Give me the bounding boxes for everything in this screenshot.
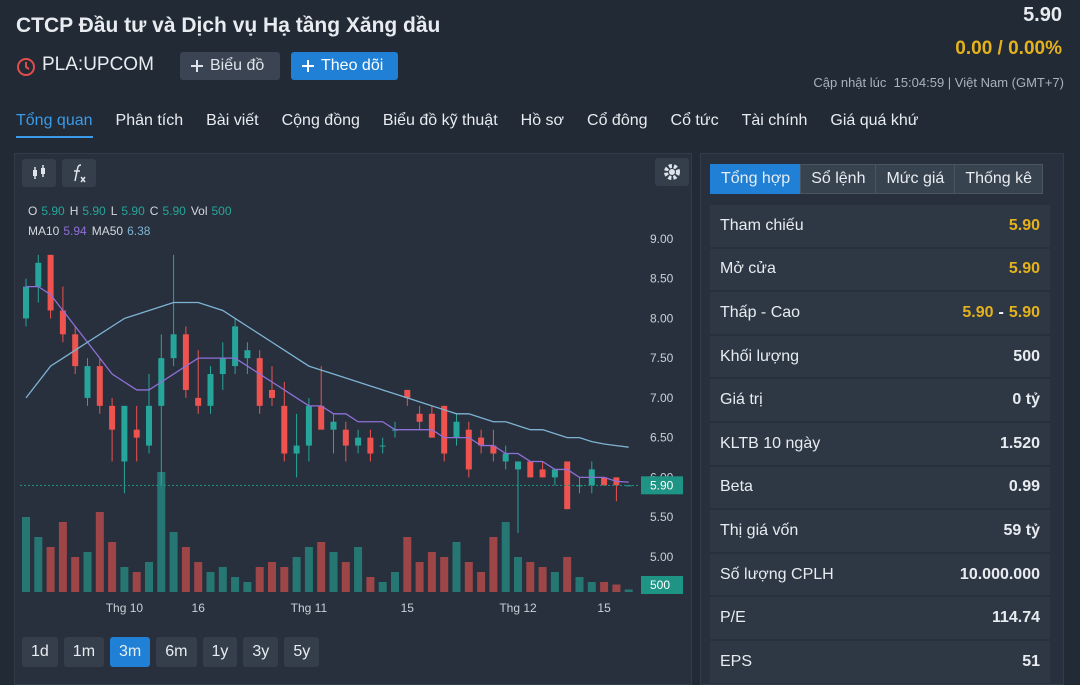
price-change: 0.00 / 0.00% <box>955 38 1062 59</box>
chart-type-button[interactable] <box>22 159 56 187</box>
range-button[interactable]: 1m <box>63 637 105 667</box>
stat-label: Số lượng CPLH <box>720 565 834 583</box>
stat-value-part: 5.90 <box>1008 303 1040 321</box>
nav-tab[interactable]: Phân tích <box>115 112 184 129</box>
button-label: Biểu đồ <box>210 57 265 74</box>
stat-label: P/E <box>720 609 746 627</box>
nav-tab[interactable]: Bài viết <box>206 112 259 129</box>
stat-label: Thị giá vốn <box>720 521 799 539</box>
nav-tabs: Tổng quan Phân tích Bài viết Cộng đồng Biểu … <box>16 112 919 138</box>
range-buttons: 1d 1m 3m 6m 1y 3y 5y <box>22 637 320 667</box>
range-button[interactable]: 5y <box>284 637 320 667</box>
stat-value-part: 1.520 <box>999 434 1040 452</box>
stat-value-part: 10.000.000 <box>959 565 1040 583</box>
company-title: CTCP Đầu tư và Dịch vụ Hạ tầng Xăng dầu <box>16 14 441 37</box>
stat-value-part: - <box>998 303 1004 321</box>
stat-label: KLTB 10 ngày <box>720 434 821 452</box>
stats-table: Tham chiếu 5.90 Mở cửa 5.90 Thấp - Cao 5.90-5… <box>710 205 1050 685</box>
panel-tab[interactable]: Mức giá <box>875 164 956 194</box>
button-label: Theo dõi <box>321 57 384 74</box>
chart-panel <box>14 153 692 685</box>
stat-value-part: 500 <box>1013 347 1040 365</box>
nav-tab[interactable]: Biểu đồ kỹ thuật <box>382 112 498 129</box>
nav-tab[interactable]: Giá quá khứ <box>830 112 919 129</box>
nav-tab[interactable]: Cổ đông <box>587 112 648 129</box>
stat-value: 10.000.000 <box>960 566 1040 584</box>
stats-row: Giá trị 0 tỷ <box>710 379 1050 421</box>
follow-button[interactable]: Theo dõi <box>291 52 398 80</box>
stat-value: 114.74 <box>992 609 1040 627</box>
clock-icon <box>17 58 35 76</box>
nav-tab[interactable]: Cộng đồng <box>281 112 360 129</box>
stat-value-part: 59 tỷ <box>1003 521 1040 539</box>
settings-button[interactable] <box>655 158 689 186</box>
stat-value: 1.520 <box>1000 435 1040 453</box>
stats-row: Số lượng CPLH 10.000.000 <box>710 553 1050 596</box>
range-button[interactable]: 1y <box>202 637 238 667</box>
panel-tabs: Tổng hợp Sổ lệnh Mức giá Thống kê <box>710 164 1044 194</box>
stats-row: KLTB 10 ngày 1.520 <box>710 422 1050 465</box>
stats-row: Mở cửa 5.90 <box>710 248 1050 291</box>
range-button[interactable]: 1d <box>22 637 58 667</box>
stats-row: Khối lượng 500 <box>710 335 1050 378</box>
stat-value-part: 51 <box>1022 652 1040 670</box>
nav-tab[interactable]: Hồ sơ <box>520 112 565 129</box>
nav-tab[interactable]: Tổng quan <box>16 112 93 138</box>
stat-value-part: 5.90 <box>1008 260 1040 278</box>
last-price: 5.90 <box>1023 4 1062 26</box>
stat-value: 0.99 <box>1009 478 1040 496</box>
stats-row: Tham chiếu 5.90 <box>710 205 1050 247</box>
stat-label: Giá trị <box>720 391 763 409</box>
panel-tab[interactable]: Tổng hợp <box>710 164 802 194</box>
stats-row: P/E 114.74 <box>710 597 1050 639</box>
stat-value: 500 <box>1013 348 1040 366</box>
chart-button[interactable]: Biểu đồ <box>180 52 280 80</box>
stat-label: Khối lượng <box>720 347 800 365</box>
stat-value: 59 tỷ <box>1004 522 1040 540</box>
range-button[interactable]: 3m <box>110 637 151 667</box>
stat-value: 0 tỷ <box>1012 391 1040 409</box>
stats-row: EPS 51 <box>710 640 1050 683</box>
stat-label: Beta <box>720 478 753 496</box>
stats-row: Beta 0.99 <box>710 466 1050 509</box>
panel-tab[interactable]: Thống kê <box>954 164 1044 194</box>
stat-label: Mở cửa <box>720 260 776 278</box>
stat-label: Tham chiếu <box>720 216 804 234</box>
stat-value: 5.90-5.90 <box>962 304 1040 322</box>
stat-value-part: 5.90 <box>1008 216 1040 234</box>
stat-value: 51 <box>1022 653 1040 671</box>
panel-tab[interactable]: Sổ lệnh <box>800 164 877 194</box>
stat-label: Thấp - Cao <box>720 303 801 321</box>
range-button[interactable]: 3y <box>243 637 279 667</box>
stats-row: Thị giá vốn 59 tỷ <box>710 510 1050 552</box>
update-time: Cập nhật lúc 15:04:59 | Việt Nam (GMT+7) <box>813 75 1064 90</box>
stat-value-part: 0.99 <box>1008 478 1040 496</box>
stat-value-part: 0 tỷ <box>1012 391 1040 409</box>
ticker: PLA:UPCOM <box>42 54 154 75</box>
range-button[interactable]: 6m <box>156 637 197 667</box>
nav-tab[interactable]: Tài chính <box>741 112 808 129</box>
nav-tab[interactable]: Cổ tức <box>670 112 719 129</box>
stat-label: EPS <box>720 652 753 670</box>
indicator-button[interactable] <box>62 159 96 187</box>
stat-value: 5.90 <box>1009 260 1040 278</box>
stat-value: 5.90 <box>1009 217 1040 235</box>
stat-value-part: 114.74 <box>991 609 1040 627</box>
stat-value-part: 5.90 <box>962 303 994 321</box>
stats-row: Thấp - Cao 5.90-5.90 <box>710 292 1050 334</box>
